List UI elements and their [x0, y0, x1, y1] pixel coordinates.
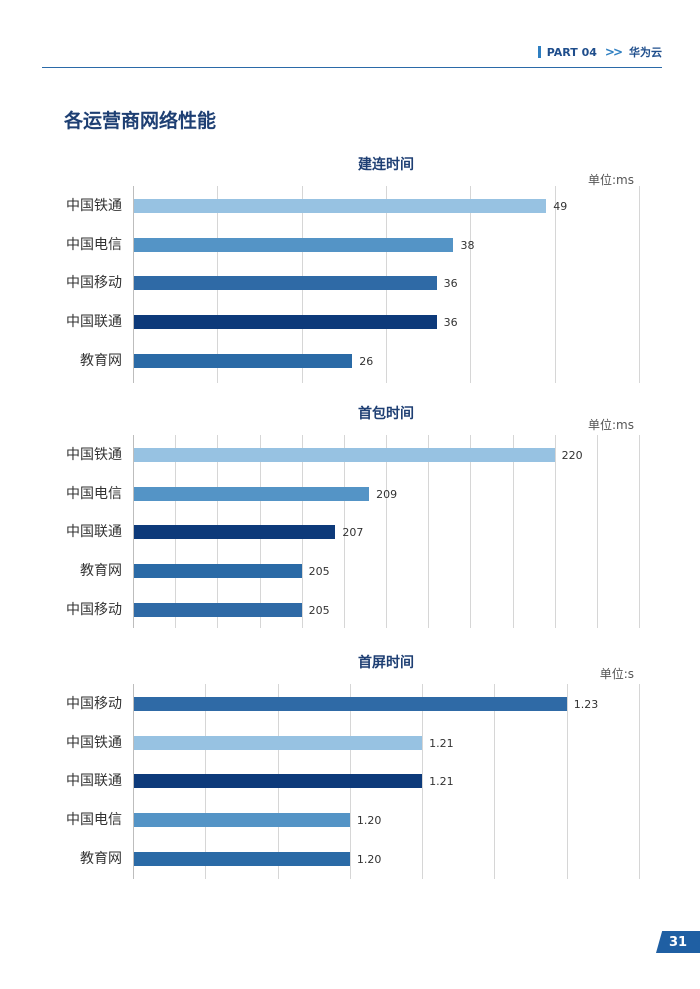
- category-label: 中国电信: [66, 485, 122, 502]
- header-divider: [42, 67, 662, 68]
- gridline: [470, 435, 471, 628]
- category-label: 中国铁通: [66, 447, 122, 463]
- plot-area: 49 38 36 36 26: [133, 186, 640, 383]
- bar: [134, 353, 353, 368]
- chart-title: 建连时间: [358, 157, 414, 173]
- bar: [134, 697, 567, 711]
- gridline: [567, 684, 568, 879]
- data-label: 38: [460, 238, 475, 252]
- y-axis-line: [133, 435, 134, 628]
- category-label: 中国移动: [66, 275, 122, 292]
- bar: [134, 602, 302, 617]
- bar: [134, 237, 454, 252]
- gridline: [597, 435, 598, 628]
- bar: [134, 199, 547, 213]
- category-label: 中国移动: [66, 696, 122, 712]
- data-label: 49: [553, 200, 568, 213]
- gridline: [428, 435, 429, 628]
- chart-unit: 单位:ms: [588, 173, 634, 187]
- page-header: PART 04 >> 华为云: [537, 44, 662, 60]
- header-accent-bar: [537, 46, 541, 58]
- bar: [134, 276, 437, 291]
- data-label: 1.23: [573, 698, 599, 711]
- data-label: 1.21: [429, 736, 454, 750]
- category-label: 教育网: [80, 850, 122, 867]
- gridline: [386, 435, 387, 628]
- data-label: 205: [308, 565, 330, 579]
- data-label: 1.20: [356, 814, 382, 828]
- chart-unit: 单位:ms: [588, 418, 634, 432]
- data-label: 207: [342, 526, 364, 540]
- chart-unit: 单位:s: [599, 667, 634, 681]
- bar: [134, 448, 555, 462]
- chart-title: 首屏时间: [358, 655, 414, 671]
- chart-title: 首包时间: [358, 406, 414, 422]
- page-number: 31: [656, 931, 700, 953]
- category-label: 中国电信: [66, 236, 122, 253]
- plot-area: 220 209 207 205 205: [133, 435, 640, 628]
- gridline: [470, 186, 471, 383]
- double-chevron-icon: >>: [604, 45, 623, 59]
- header-brand: 华为云: [629, 46, 662, 59]
- bar: [134, 813, 350, 828]
- header-part: PART 04: [546, 45, 597, 59]
- category-label: 中国铁通: [66, 734, 122, 751]
- gridline: [494, 684, 495, 879]
- plot-area: 1.23 1.21 1.21 1.20 1.20: [133, 684, 640, 879]
- gridline: [639, 684, 640, 879]
- data-label: 1.21: [429, 775, 454, 789]
- data-label: 220: [561, 449, 583, 462]
- gridline: [555, 435, 556, 628]
- bar: [134, 315, 437, 330]
- category-label: 中国联通: [66, 773, 122, 790]
- data-label: 36: [443, 277, 458, 291]
- category-label: 中国电信: [66, 812, 122, 829]
- bar: [134, 774, 423, 789]
- data-label: 1.20: [356, 852, 382, 866]
- gridline: [555, 186, 556, 383]
- gridline: [639, 186, 640, 383]
- data-label: 36: [443, 316, 458, 330]
- category-label: 中国铁通: [66, 198, 122, 214]
- category-label: 中国联通: [66, 524, 122, 541]
- gridline: [344, 435, 345, 628]
- gridline: [422, 684, 423, 879]
- data-label: 205: [308, 603, 330, 617]
- bar: [134, 851, 350, 866]
- bar: [134, 564, 302, 579]
- bar: [134, 735, 423, 750]
- bar: [134, 525, 336, 540]
- category-label: 教育网: [80, 352, 122, 369]
- gridline: [639, 435, 640, 628]
- category-label: 中国移动: [66, 601, 122, 618]
- category-label: 中国联通: [66, 314, 122, 331]
- category-label: 教育网: [80, 563, 122, 580]
- page-title: 各运营商网络性能: [64, 110, 217, 132]
- data-label: 26: [359, 354, 374, 368]
- gridline: [513, 435, 514, 628]
- y-axis-line: [133, 186, 134, 383]
- y-axis-line: [133, 684, 134, 879]
- bar: [134, 486, 370, 501]
- data-label: 209: [376, 487, 398, 501]
